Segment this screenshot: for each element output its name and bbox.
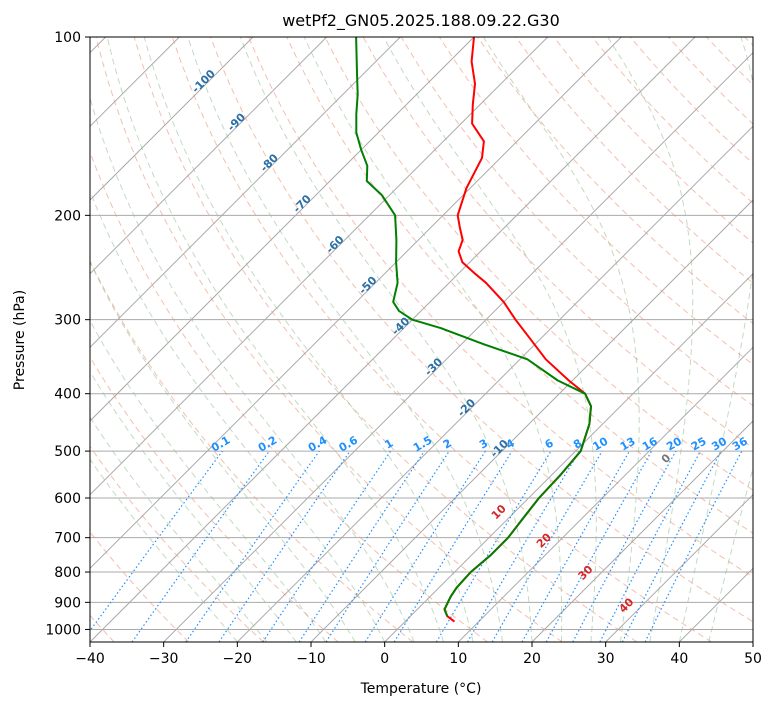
moist-adiabat [383,37,597,642]
x-tick-label: 0 [380,651,389,667]
isotherm-0 [384,272,753,642]
plot-area [90,37,753,642]
y-tick-label: 300 [54,313,81,329]
mixing-ratio-line [644,450,743,642]
mixing-ratio-line [90,450,223,632]
dry-adiabat [171,37,712,642]
moist-adiabat [90,189,386,642]
moist-adiabat [90,370,297,642]
mixing-ratio-line [572,450,677,642]
x-tick-label: −40 [75,651,105,667]
x-tick-label: −20 [223,651,253,667]
moist-adiabat [90,96,415,642]
moist-adiabat [90,458,238,642]
x-tick-label: 30 [597,651,615,667]
moist-adiabat [106,37,445,642]
y-tick-label: 800 [54,565,81,581]
x-tick-label: 10 [449,651,467,667]
isotherm--100 [90,37,254,201]
moist-adiabat [303,37,563,642]
y-tick-label: 1000 [45,622,81,638]
isotherm--20 [236,125,753,642]
axes: −40 −30 −20 −10 0 10 20 30 40 50 100 200 300 400 500 60… [45,30,762,667]
dry-adiabat [90,259,414,642]
isotherm-50 [752,641,753,642]
moist-adiabat [143,37,474,642]
isotherm--80 [90,37,401,349]
x-axis-title: Temperature (°C) [360,681,482,697]
mixing-ratio-line [521,450,631,642]
dry-adiabat [90,445,264,642]
mixing-ratio-line [325,450,450,642]
isotherm--30 [163,51,753,642]
mixing-ratio-line [545,450,653,642]
isotherm-20 [531,420,753,642]
y-axis-title: Pressure (hPa) [12,290,28,390]
isotherm--60 [90,37,549,496]
x-tick-label: 50 [744,651,762,667]
moist-adiabat [607,37,694,642]
plot-frame [89,36,754,643]
profile-lines [355,37,592,623]
background-lines [90,37,753,642]
y-tick-label: 400 [54,387,81,403]
moist-adiabat [187,37,503,642]
y-tick-label: 200 [54,208,81,224]
chart-title: wetPf2_GN05.2025.188.09.22.G30 [282,11,560,31]
isotherm-30 [605,493,753,642]
moist-adiabat [90,319,327,642]
dewpoint-line [355,37,592,617]
mixing-ratio-line [298,450,425,642]
moist-adiabat [90,260,356,642]
moist-adiabat [708,466,753,642]
mixing-ratio-line [393,450,513,642]
dry-adiabat [133,37,638,642]
isotherm--40 [90,37,696,642]
mixing-ratio-line [131,450,270,642]
x-tick-label: −30 [149,651,179,667]
dry-adiabat [210,37,753,623]
mixing-ratio-line [218,450,351,642]
dry-adiabat [95,37,563,642]
dry-adiabat [515,37,753,284]
x-tick-label: −10 [296,651,326,667]
moist-adiabat [678,37,753,642]
moist-adiabat [239,37,533,642]
mixing-ratio-line [262,450,392,642]
isotherm--50 [90,37,622,570]
y-tick-label: 600 [54,491,81,507]
dry-adiabat [248,37,753,578]
y-tick-label: 500 [54,444,81,460]
dry-adiabat [90,356,339,642]
isotherm--70 [90,37,475,422]
x-tick-label: 40 [670,651,688,667]
isotherm--90 [90,37,328,275]
x-tick-label: 20 [523,651,541,667]
dry-adiabat [286,37,753,534]
y-tick-label: 900 [54,595,81,611]
y-tick-label: 100 [54,30,81,46]
mixing-ratio-line [185,450,320,642]
moist-adiabat [482,37,640,642]
y-tick-label: 700 [54,531,81,547]
moist-adiabat [90,416,268,642]
